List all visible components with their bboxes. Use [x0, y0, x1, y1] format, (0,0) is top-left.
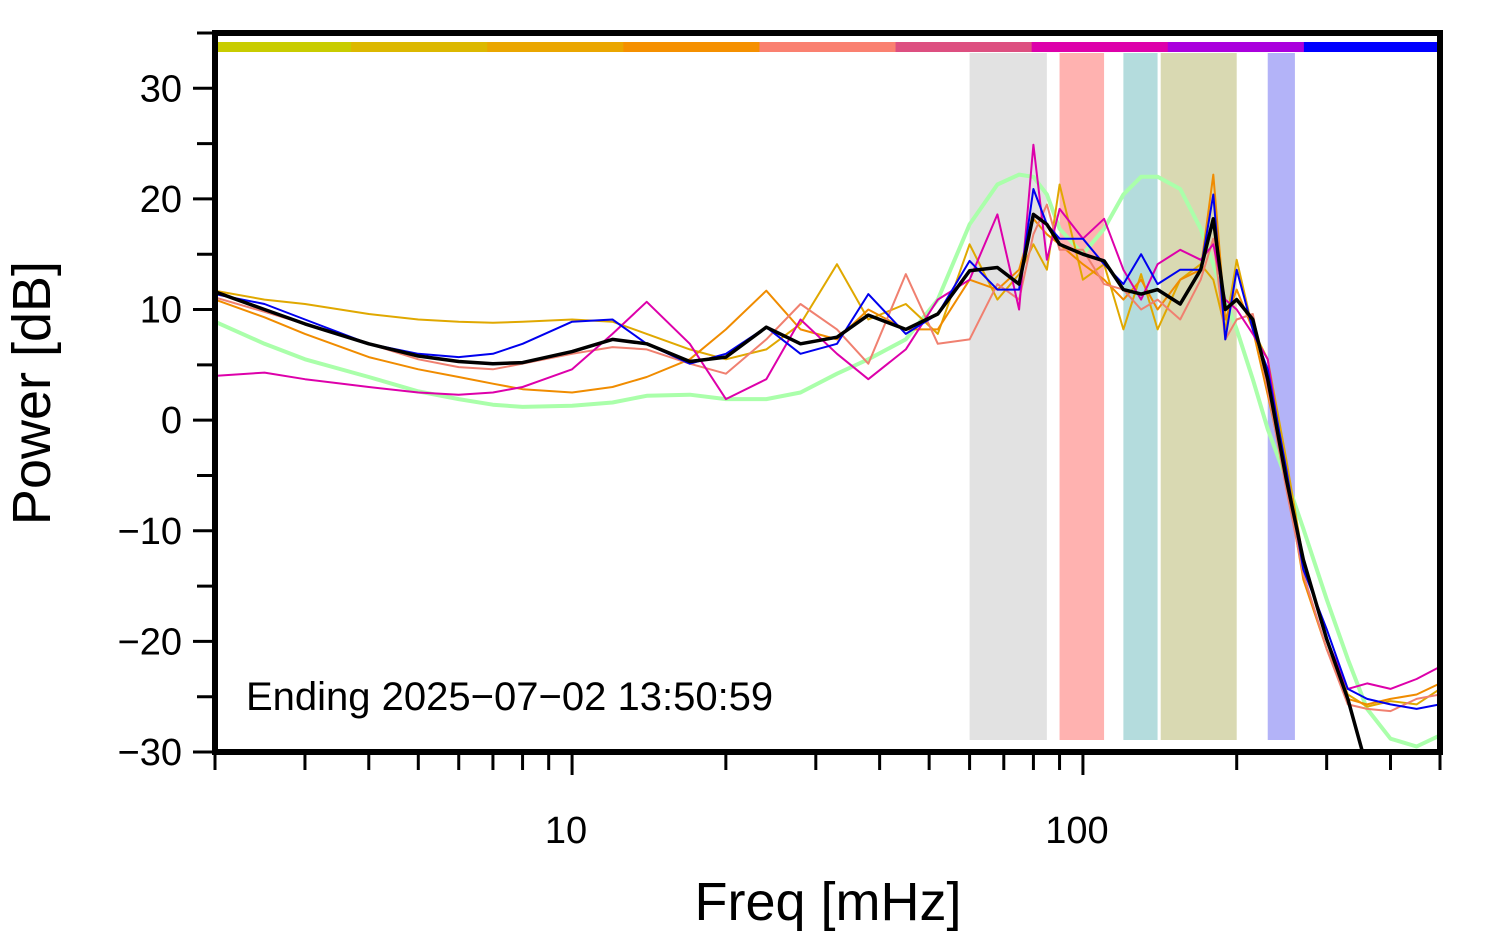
y-tick-label: −20 [118, 621, 182, 663]
y-axis-label: Power [dB] [2, 261, 62, 525]
annotation: Ending 2025−07−02 13:50:59 [246, 675, 773, 719]
band [1160, 53, 1237, 740]
colorbar-segment [1167, 42, 1305, 52]
band [1059, 53, 1105, 740]
x-axis-label: Freq [mHz] [694, 872, 961, 932]
colorbar-segment [351, 42, 488, 52]
series-line [215, 172, 1440, 749]
colorbar-segment [623, 42, 760, 52]
x-tick-label: 10 [545, 810, 587, 852]
colorbar-segment [215, 42, 352, 52]
series-line [215, 173, 1440, 706]
y-tick-label: 30 [140, 68, 182, 110]
series-line [215, 143, 1440, 690]
colorbar-segment [759, 42, 897, 52]
y-tick-label: 20 [140, 179, 182, 221]
colorbar-segment [1031, 42, 1169, 52]
colorbar-segment [487, 42, 624, 52]
axes: −30 −20 −10 0 10 20 30 10 100 [118, 31, 1442, 852]
colorbar-segment [1303, 42, 1441, 52]
x-tick-label: 100 [1045, 810, 1108, 852]
plot-frame [212, 30, 1443, 755]
band [1123, 53, 1158, 740]
y-tick-label: −10 [118, 511, 182, 553]
series-line [215, 188, 1440, 710]
series-line [215, 183, 1440, 708]
series-line [215, 212, 1365, 752]
y-tick-label: 0 [161, 400, 182, 442]
y-tick-label: 10 [140, 290, 182, 332]
colorbar-segment [895, 42, 1033, 52]
lines [215, 143, 1440, 752]
band [969, 53, 1047, 740]
y-tick-label: −30 [118, 732, 182, 774]
